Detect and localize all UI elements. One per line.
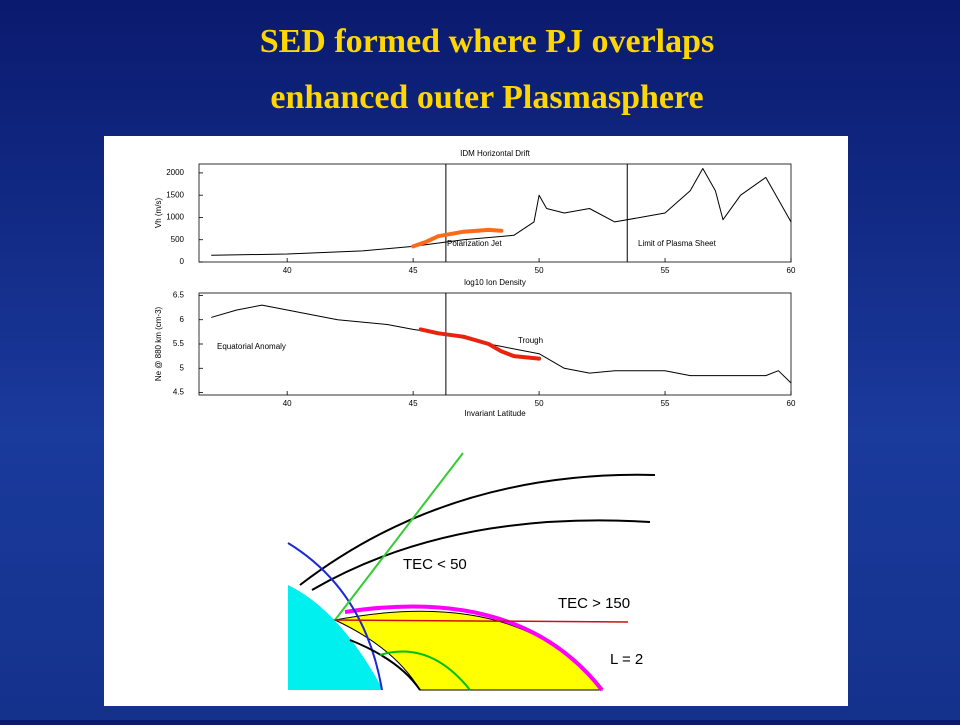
y-axis-label: Ne @ 880 km (cm-3) (154, 306, 163, 381)
y-tick-label: 1500 (166, 190, 184, 199)
x-tick-label: 50 (535, 399, 544, 408)
y-tick-label: 5 (180, 363, 185, 372)
y-tick-label: 500 (171, 235, 185, 244)
data-line (211, 304, 792, 384)
x-tick-label: 45 (409, 266, 418, 275)
y-tick-label: 5.5 (173, 339, 185, 348)
field-line (349, 639, 421, 691)
diagram-label: TEC > 150 (558, 595, 630, 612)
x-tick-label: 50 (535, 266, 544, 275)
diagram: TEC < 50 TEC > 150 L = 2 (287, 452, 656, 692)
title-line: enhanced outer Plasmasphere (270, 79, 703, 116)
diagram-label: TEC < 50 (403, 556, 467, 573)
x-tick-label: 40 (283, 399, 292, 408)
trajectory (334, 452, 464, 621)
x-tick-label: 60 (787, 266, 796, 275)
y-tick-label: 2000 (166, 168, 184, 177)
y-axis-label: Vh (m/s) (154, 198, 163, 229)
y-tick-label: 1000 (166, 213, 184, 222)
field-line (299, 473, 656, 586)
x-tick-label: 40 (283, 266, 292, 275)
data-line (411, 227, 504, 249)
earth (288, 585, 383, 690)
x-tick-label: 55 (661, 399, 670, 408)
x-tick-label: 45 (409, 399, 418, 408)
annotation: Equatorial Anomaly (217, 342, 286, 351)
trajectory (334, 619, 629, 623)
chart-title: log10 Ion Density (464, 278, 526, 287)
y-tick-label: 4.5 (173, 388, 185, 397)
annotation: Limit of Plasma Sheet (638, 239, 717, 248)
boundary-line (287, 542, 383, 691)
y-tick-label: 0 (180, 257, 185, 266)
annotation: Trough (518, 336, 543, 345)
field-line (379, 650, 471, 691)
x-tick-label: 55 (661, 266, 670, 275)
chart-title: IDM Horizontal Drift (460, 149, 531, 158)
data-line (211, 168, 792, 256)
annotation: Polarization Jet (447, 239, 502, 248)
outer-plasmasphere (344, 604, 604, 692)
y-tick-label: 6.5 (173, 291, 185, 300)
plot-frame (198, 163, 792, 263)
data-line (418, 327, 542, 361)
title-line: SED formed where PJ overlaps (260, 23, 715, 60)
x-axis-label: Invariant Latitude (464, 409, 526, 418)
y-tick-label: 6 (180, 315, 185, 324)
field-line (311, 519, 651, 591)
x-tick-label: 60 (787, 399, 796, 408)
diagram-label: L = 2 (610, 651, 643, 668)
